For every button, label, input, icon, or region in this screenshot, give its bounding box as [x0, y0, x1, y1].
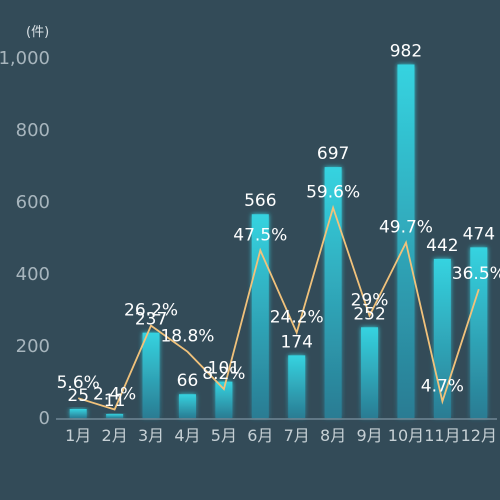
x-tick-label: 9月	[356, 426, 382, 445]
rate-value-label: 36.5%	[452, 264, 500, 284]
bar-value-label: 237	[135, 310, 167, 330]
bar-value-label: 11	[104, 391, 126, 411]
x-tick-label: 5月	[211, 426, 237, 445]
rate-value-label: 49.7%	[379, 218, 433, 238]
bar	[215, 381, 233, 418]
bar	[178, 394, 196, 418]
y-tick-label: 400	[16, 264, 50, 285]
bar	[361, 327, 379, 418]
bar-value-label: 101	[208, 359, 240, 379]
y-tick-label: 800	[16, 120, 50, 141]
x-tick-label: 4月	[174, 426, 200, 445]
unit-label: (件)	[26, 25, 49, 40]
rate-value-label: 26.2%	[124, 301, 178, 321]
rate-value-label: 59.6%	[306, 183, 360, 203]
y-tick-label: 200	[16, 336, 50, 357]
rate-line	[77, 204, 480, 411]
bar-value-label: 982	[390, 41, 422, 61]
x-tick-label: 10月	[388, 426, 424, 445]
x-tick-label: 2月	[102, 426, 128, 445]
rate-value-label: 24.2%	[270, 308, 324, 328]
bar	[470, 247, 488, 418]
x-tick-label: 6月	[247, 426, 273, 445]
bar	[324, 167, 342, 418]
bar	[288, 355, 306, 418]
bar-value-label: 442	[426, 236, 458, 256]
x-tick-label: 11月	[424, 426, 460, 445]
bar-value-label: 566	[244, 191, 276, 211]
bar-value-label: 252	[353, 304, 385, 324]
bar	[142, 332, 160, 418]
rate-value-labels: 5.6%2.4% 26.2% 18.8% 8.2% 47.5% 24.2% 59.6% 29%…	[57, 183, 500, 405]
y-tick-label: 1,000	[0, 48, 50, 69]
rate-value-label: 47.5%	[233, 225, 287, 245]
y-axis: 0 200 400 600 800 1,000	[0, 48, 50, 429]
x-tick-label: 12月	[461, 426, 497, 445]
x-tick-label: 8月	[320, 426, 346, 445]
rate-value-label: 8.2%	[202, 364, 245, 384]
bar-value-label: 697	[317, 144, 349, 164]
bar-value-label: 174	[280, 332, 312, 352]
rate-value-label: 5.6%	[57, 373, 100, 393]
bar-value-label: 25	[67, 386, 89, 406]
rate-value-label: 2.4%	[93, 385, 136, 405]
bar	[106, 414, 124, 418]
bar-value-label: 66	[177, 371, 199, 391]
x-tick-label: 3月	[138, 426, 164, 445]
x-tick-label: 1月	[65, 426, 91, 445]
x-axis: 1月 2月 3月 4月 5月 6月 7月 8月 9月 10月 11月 12月	[65, 426, 497, 445]
bar-value-label: 474	[463, 224, 495, 244]
y-tick-label: 600	[16, 192, 50, 213]
rate-value-label: 29%	[351, 291, 389, 311]
bar	[433, 258, 451, 418]
x-tick-label: 7月	[284, 426, 310, 445]
rate-value-label: 18.8%	[160, 327, 214, 347]
rate-value-label: 4.7%	[421, 376, 464, 396]
y-tick-label: 0	[39, 408, 50, 429]
bar	[69, 409, 87, 418]
